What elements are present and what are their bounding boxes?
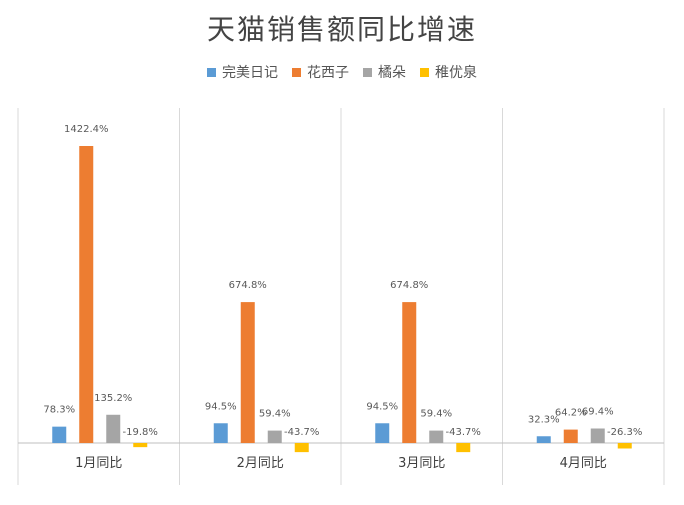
chart-legend: 完美日记 花西子 橘朵 稚优泉 [0,62,684,82]
data-label: 32.3% [528,414,560,425]
chart-title: 天猫销售额同比增速 [206,13,477,46]
bar [294,443,309,453]
bar [456,443,471,453]
bar [79,146,94,443]
data-label: -19.8% [123,427,158,438]
data-label: 94.5% [366,401,398,412]
data-label: 135.2% [94,393,132,404]
x-tick-label: 1月同比 [75,456,122,471]
legend-swatch-huaxizi [292,67,301,77]
legend-item-wanmeiriji: 完美日记 [207,62,278,82]
data-label: 78.3% [43,405,75,416]
legend-item-huaxizi: 花西子 [292,62,349,82]
data-label: 1422.4% [64,124,109,135]
legend-item-zhiyouquan: 稚优泉 [420,62,477,82]
legend-label-juduo: 橘朵 [378,65,406,81]
x-tick-label: 3月同比 [398,456,445,471]
data-label: 674.8% [229,280,267,291]
bar [106,414,121,443]
data-label: -43.7% [446,427,481,438]
bar [617,443,632,449]
legend-swatch-wanmeiriji [207,67,216,77]
x-tick-label: 4月同比 [560,456,607,471]
bar [133,443,148,448]
data-label: 674.8% [390,280,428,291]
bar [429,430,444,443]
data-label: 59.4% [259,409,291,420]
bar [375,423,390,443]
legend-swatch-juduo [363,67,372,77]
data-label: 69.4% [582,407,614,418]
bar [590,428,605,443]
data-label: 59.4% [420,409,452,420]
legend-swatch-zhiyouquan [420,67,429,77]
bar [267,430,282,443]
legend-label-huaxizi: 花西子 [307,65,349,81]
x-tick-label: 2月同比 [237,456,284,471]
bar [536,436,551,443]
legend-label-wanmeiriji: 完美日记 [222,65,278,81]
bar [52,426,67,443]
legend-item-juduo: 橘朵 [363,62,406,82]
bar [213,423,228,443]
data-label: 94.5% [205,401,237,412]
bar [563,429,578,443]
data-label: -43.7% [284,427,319,438]
data-label: 64.2% [555,408,587,419]
data-label: -26.3% [607,427,642,438]
bar [240,302,255,443]
legend-label-zhiyouquan: 稚优泉 [435,65,477,81]
bar [402,302,417,443]
